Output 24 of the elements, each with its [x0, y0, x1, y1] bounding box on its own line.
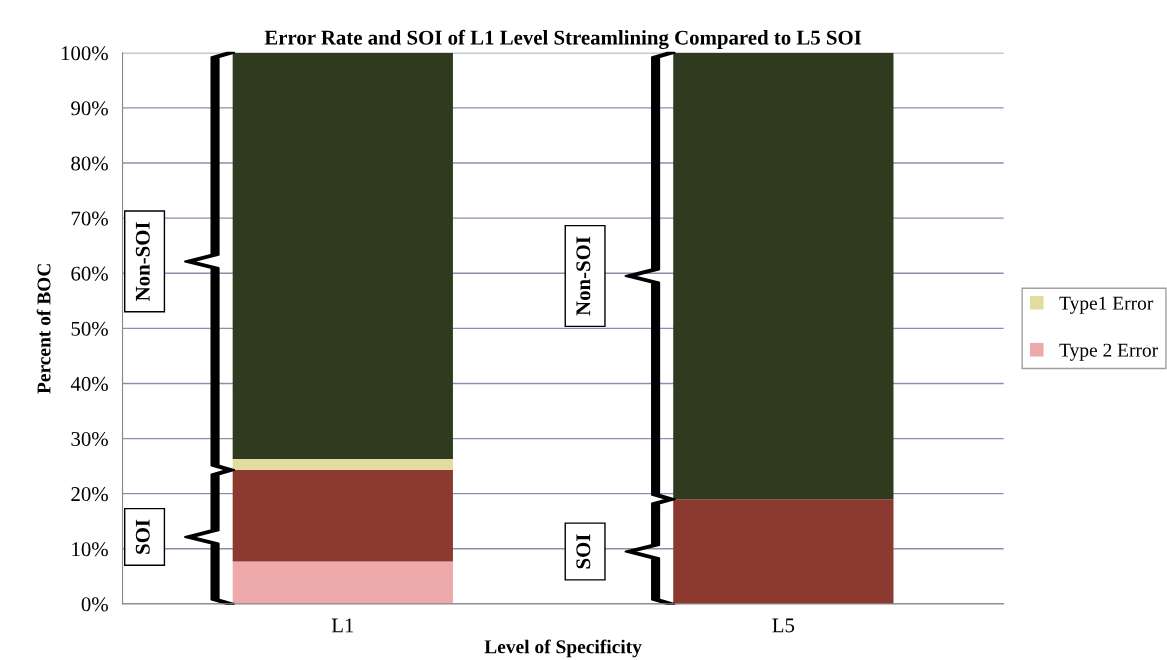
legend-label: Type 2 Error — [1059, 343, 1158, 361]
annotation: Non-SOI — [576, 236, 591, 316]
x-tick-label: L5 — [772, 618, 795, 633]
y-tick-label: 40% — [70, 376, 108, 391]
annotation: SOI — [576, 534, 591, 569]
annotation: Non-SOI — [135, 222, 150, 301]
y-tick-label: 0% — [81, 597, 108, 612]
chart-title: Error Rate and SOI of L1 Level Streamlining Compared to L5 SOI — [264, 29, 862, 50]
y-tick-label: 50% — [71, 321, 108, 336]
y-tick-label: 10% — [72, 542, 108, 557]
y-axis-title: Percent of BOC — [36, 264, 51, 394]
legend-label: Type1 Error — [1059, 296, 1154, 314]
y-tick-label: 90% — [71, 101, 108, 116]
bar — [232, 458, 453, 470]
y-tick-label: 20% — [71, 487, 108, 502]
y-tick-label: 30% — [71, 431, 108, 447]
y-tick-label: 80% — [71, 156, 108, 171]
x-axis-title: Level of Specificity — [484, 639, 642, 658]
bar — [232, 561, 453, 604]
y-tick-label: 60% — [71, 266, 108, 281]
y-tick-label: 70% — [71, 211, 108, 226]
y-tick-label: 100% — [61, 46, 108, 61]
x-tick-label: L1 — [331, 618, 354, 633]
annotation: SOI — [135, 519, 150, 554]
